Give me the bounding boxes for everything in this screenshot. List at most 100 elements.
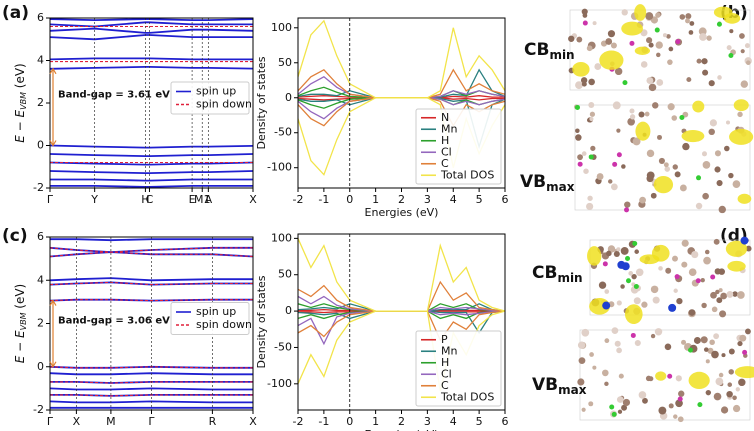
- atom: [726, 390, 733, 398]
- band-line: [50, 251, 253, 258]
- legend-label: H: [441, 134, 449, 147]
- y-tick-label: 50: [278, 56, 292, 69]
- orbital-lobe: [668, 303, 677, 312]
- legend-box: [415, 330, 502, 407]
- band-line: [50, 153, 253, 157]
- atom: [639, 196, 646, 204]
- atom: [644, 111, 650, 117]
- atom: [718, 268, 726, 275]
- atom: [688, 30, 694, 35]
- atom: [739, 33, 745, 39]
- atom: [634, 249, 639, 254]
- orbital-label: CBmin: [532, 263, 583, 285]
- atom: [616, 396, 624, 403]
- x-tick-label: Y: [90, 193, 98, 206]
- orbital-lobe: [587, 246, 602, 266]
- atom: [708, 80, 715, 87]
- atom: [745, 245, 752, 252]
- plot-area: [50, 238, 253, 409]
- atom: [728, 369, 734, 375]
- atom: [700, 278, 705, 283]
- atom: [679, 14, 686, 20]
- y-tick-label: -2: [33, 403, 44, 416]
- atom: [703, 256, 711, 265]
- atom: [630, 332, 636, 338]
- legend-label: Cl: [441, 145, 452, 158]
- atom: [586, 202, 594, 211]
- atom: [725, 120, 731, 125]
- plot-area: [298, 238, 505, 392]
- atom: [604, 381, 609, 387]
- legend-box: [415, 108, 502, 185]
- band-line: [50, 238, 253, 242]
- atom: [681, 261, 688, 268]
- atom: [695, 278, 701, 284]
- legend-label: P: [441, 333, 448, 346]
- orbital-lobe: [727, 260, 746, 272]
- cell-box: [589, 239, 751, 316]
- x-tick-label: E: [189, 193, 196, 206]
- atom: [675, 39, 681, 45]
- x-tick-label: X: [249, 193, 257, 206]
- atom: [703, 347, 709, 352]
- orbital-lobe: [635, 121, 651, 141]
- atom: [714, 150, 721, 157]
- atom: [704, 249, 710, 255]
- atom: [627, 117, 636, 126]
- legend-label: spin down: [196, 318, 252, 331]
- atom: [650, 16, 659, 24]
- x-tick-label: 4: [450, 415, 457, 428]
- legend-label: C: [441, 379, 449, 392]
- y-tick-label: 2: [37, 96, 44, 109]
- atom: [708, 128, 715, 136]
- atom: [745, 328, 751, 335]
- atom: [650, 333, 656, 339]
- atom: [732, 180, 741, 189]
- dos-up-line: [298, 295, 505, 312]
- dos-down-line: [298, 310, 505, 392]
- y-tick-label: -50: [274, 340, 292, 353]
- atom: [709, 339, 715, 346]
- atom: [685, 18, 690, 24]
- orbital-sub: max: [546, 180, 575, 194]
- band-line: [50, 277, 253, 282]
- atom: [621, 164, 626, 169]
- band-line: [50, 178, 253, 182]
- atom: [612, 161, 618, 167]
- dos-up-line: [298, 68, 505, 99]
- atom: [580, 77, 588, 84]
- atom: [645, 12, 654, 20]
- atom: [689, 21, 695, 26]
- atom: [578, 357, 586, 365]
- orbital-lobe: [713, 6, 733, 18]
- atom: [616, 128, 621, 133]
- atom: [618, 373, 624, 379]
- atom: [602, 261, 608, 267]
- atom: [745, 60, 751, 66]
- atom: [696, 175, 702, 181]
- y-axis-label: Density of states: [255, 275, 268, 368]
- atom: [606, 250, 612, 257]
- atom: [732, 395, 737, 401]
- x-tick-label: 1: [372, 193, 379, 206]
- atom: [592, 21, 597, 26]
- atom: [728, 348, 735, 355]
- atom: [667, 103, 675, 111]
- atom: [648, 42, 654, 48]
- atom: [646, 149, 655, 158]
- dos-up-line: [298, 68, 505, 99]
- panel-label: (a): [2, 3, 29, 23]
- orbital-lobe: [634, 4, 647, 21]
- y-axis-label: Density of states: [255, 56, 268, 149]
- atom: [668, 403, 674, 409]
- atom: [674, 171, 681, 178]
- atom: [575, 81, 583, 90]
- y-tick-label: 0: [37, 139, 44, 152]
- y-tick-label: 0: [37, 360, 44, 373]
- atom: [614, 67, 623, 76]
- atom: [616, 347, 622, 354]
- atom: [739, 334, 747, 342]
- atom: [656, 52, 661, 58]
- atom: [728, 172, 734, 179]
- atom: [633, 283, 639, 289]
